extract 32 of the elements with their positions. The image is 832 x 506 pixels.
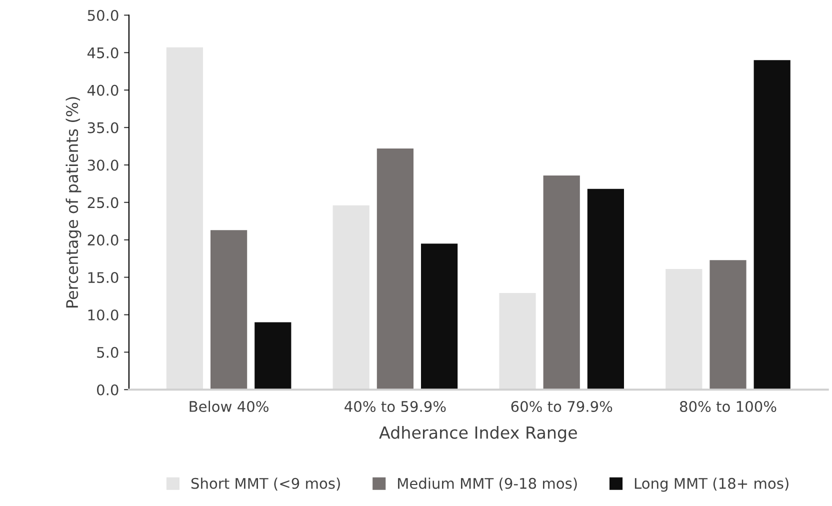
- y-tick-label: 50.0: [88, 10, 118, 21]
- bar: [587, 188, 624, 390]
- y-tick-label: 5.0: [97, 346, 118, 358]
- legend-label: Short MMT (<9 mos): [191, 478, 340, 491]
- x-axis-title: Adherance Index Range: [379, 426, 577, 442]
- bar: [543, 175, 580, 390]
- bar: [332, 205, 370, 390]
- bar: [166, 47, 204, 390]
- legend-label: Medium MMT (9-18 mos): [398, 478, 577, 491]
- bar: [210, 230, 248, 390]
- bar: [754, 60, 790, 390]
- y-tick-label: 20.0: [88, 234, 118, 246]
- y-tick-label: 10.0: [88, 309, 118, 320]
- y-tick-label: 0.0: [97, 384, 118, 396]
- bar: [420, 244, 458, 390]
- legend-label: Long MMT (18+ mos): [634, 478, 788, 492]
- bar: [254, 322, 292, 390]
- y-tick-label: 35.0: [88, 122, 118, 134]
- x-tick-label: Below 40%: [190, 400, 268, 412]
- x-tick-label: 60% to 79.9%: [511, 400, 612, 412]
- x-tick-label: 80% to 100%: [680, 400, 776, 412]
- y-tick-label: 30.0: [88, 160, 118, 171]
- y-tick-label: 45.0: [87, 47, 118, 58]
- bar: [376, 148, 414, 390]
- y-tick-label: 40.0: [87, 84, 118, 96]
- bar: [710, 260, 746, 390]
- y-tick-label: 15.0: [88, 272, 118, 284]
- y-axis-title: Percentage of patients (%): [66, 97, 82, 308]
- bar: [499, 293, 536, 390]
- x-tick-label: 40% to 59.9%: [344, 400, 446, 412]
- y-tick-label: 25.0: [88, 197, 118, 208]
- bar: [666, 269, 702, 390]
